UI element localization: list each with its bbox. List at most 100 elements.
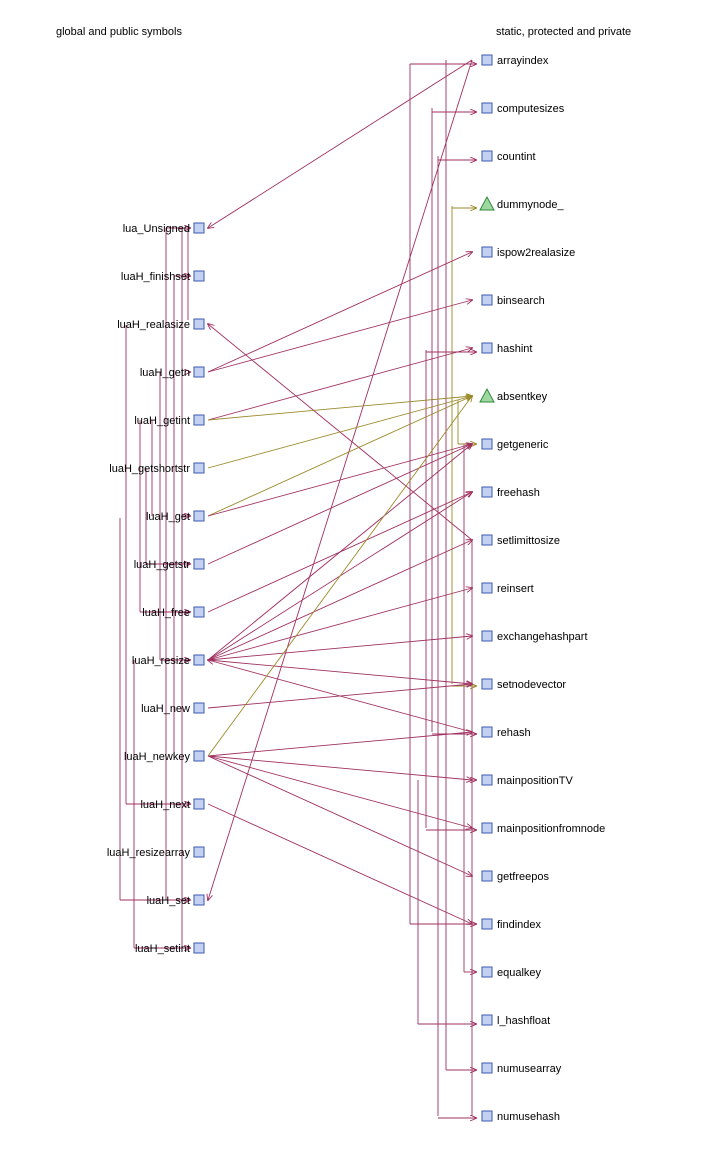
edge-luaH_next-to-findindex: [207, 803, 472, 924]
function-node-icon: [481, 342, 493, 354]
right-node-freehash[interactable]: freehash: [481, 486, 540, 499]
right-node-label: freehash: [497, 487, 540, 499]
right-node-label: numusehash: [497, 1111, 560, 1123]
function-node-icon: [193, 462, 205, 474]
right-node-findindex[interactable]: findindex: [481, 918, 542, 931]
right-node-arrayindex[interactable]: arrayindex: [481, 54, 549, 67]
left-nodes: lua_Unsigned luaH_finishset luaH_realasize…: [107, 222, 205, 955]
function-node-icon: [481, 678, 493, 690]
left-node-luaH_free[interactable]: luaH_free: [142, 606, 205, 619]
edge-luaH_getn-to-ispow2realasize: [207, 252, 472, 373]
function-node-icon: [481, 246, 493, 258]
left-node-luaH_getint[interactable]: luaH_getint: [134, 414, 205, 427]
right-node-reinsert[interactable]: reinsert: [481, 582, 534, 595]
function-node-icon: [193, 942, 205, 954]
left-node-luaH_realasize[interactable]: luaH_realasize: [117, 318, 205, 331]
left-node-luaH_setint[interactable]: luaH_setint: [135, 942, 205, 955]
function-node-icon: [193, 270, 205, 282]
left-node-label: luaH_set: [147, 895, 190, 907]
left-node-luaH_getstr[interactable]: luaH_getstr: [134, 558, 205, 571]
edge-luaH_newkey-to-mainpositionfromnode: [207, 755, 472, 828]
function-node-icon: [193, 414, 205, 426]
right-node-numusehash[interactable]: numusehash: [481, 1110, 560, 1123]
right-node-computesizes[interactable]: computesizes: [481, 102, 565, 115]
right-node-absentkey[interactable]: absentkey: [479, 387, 548, 403]
right-node-label: arrayindex: [497, 55, 549, 67]
left-node-label: luaH_getshortstr: [109, 463, 190, 475]
left-column-header: global and public symbols: [56, 26, 182, 38]
function-node-icon: [481, 774, 493, 786]
right-node-l_hashfloat[interactable]: l_hashfloat: [481, 1014, 550, 1027]
edge-luaH_getstr-to-getgeneric: [207, 444, 472, 565]
right-node-label: computesizes: [497, 103, 565, 115]
function-node-icon: [481, 486, 493, 498]
function-node-icon: [193, 750, 205, 762]
right-node-countint[interactable]: countint: [481, 150, 536, 163]
left-node-luaH_next[interactable]: luaH_next: [140, 798, 205, 811]
edge-luaH_getint-to-hashint: [207, 348, 472, 421]
right-node-label: mainpositionTV: [497, 775, 573, 787]
right-node-label: equalkey: [497, 967, 542, 979]
right-node-setnodevector[interactable]: setnodevector: [481, 678, 566, 691]
left-node-luaH_new[interactable]: luaH_new: [141, 702, 205, 715]
right-node-label: getgeneric: [497, 439, 549, 451]
right-node-label: reinsert: [497, 583, 534, 595]
edge-luaH_get-to-absentkey: [207, 396, 472, 517]
left-node-label: luaH_newkey: [124, 751, 191, 763]
edge-luaH_getshortstr-to-absentkey: [207, 396, 472, 469]
left-node-luaH_resize[interactable]: luaH_resize: [132, 654, 205, 667]
right-node-exchangehashpart[interactable]: exchangehashpart: [481, 630, 588, 643]
function-node-icon: [481, 630, 493, 642]
edge-luaH_resize-to-setlimittosize: [207, 540, 472, 661]
left-node-luaH_resizearray[interactable]: luaH_resizearray: [107, 846, 205, 859]
edge-luaH_resize-to-getgeneric: [207, 444, 472, 661]
edge-luaH_getint-to-absentkey: [207, 396, 472, 421]
left-node-luaH_finishset[interactable]: luaH_finishset: [121, 270, 205, 283]
left-node-luaH_set[interactable]: luaH_set: [147, 894, 205, 907]
function-node-icon: [481, 582, 493, 594]
right-node-mainpositionTV[interactable]: mainpositionTV: [481, 774, 573, 787]
edge-luaH_new-to-setnodevector: [207, 684, 472, 709]
right-node-label: hashint: [497, 343, 532, 355]
right-node-binsearch[interactable]: binsearch: [481, 294, 545, 307]
left-node-lua_Unsigned[interactable]: lua_Unsigned: [123, 222, 205, 235]
function-node-icon: [481, 822, 493, 834]
function-node-icon: [193, 366, 205, 378]
edge-luaH_getn-to-binsearch: [207, 300, 472, 373]
function-node-icon: [481, 534, 493, 546]
function-node-icon: [481, 1062, 493, 1074]
right-node-setlimittosize[interactable]: setlimittosize: [481, 534, 560, 547]
right-node-label: binsearch: [497, 295, 545, 307]
function-node-icon: [481, 726, 493, 738]
right-node-ispow2realasize[interactable]: ispow2realasize: [481, 246, 575, 259]
edge-luaH_resize-to-exchangehashpart: [207, 636, 472, 661]
right-node-label: countint: [497, 151, 536, 163]
right-node-rehash[interactable]: rehash: [481, 726, 531, 739]
edge-luaH_newkey-to-absentkey: [207, 396, 472, 757]
right-node-getgeneric[interactable]: getgeneric: [481, 438, 549, 451]
right-node-equalkey[interactable]: equalkey: [481, 966, 542, 979]
function-node-icon: [481, 1110, 493, 1122]
left-node-label: luaH_free: [142, 607, 190, 619]
left-node-label: luaH_getn: [140, 367, 190, 379]
function-node-icon: [193, 222, 205, 234]
function-node-icon: [481, 1014, 493, 1026]
function-node-icon: [481, 966, 493, 978]
edge-luaH_resize-to-setnodevector: [207, 659, 472, 684]
left-node-label: lua_Unsigned: [123, 223, 190, 235]
function-node-icon: [193, 894, 205, 906]
right-node-label: l_hashfloat: [497, 1015, 550, 1027]
routing-lines: [119, 60, 476, 1118]
left-node-label: luaH_getstr: [134, 559, 191, 571]
right-node-numusearray[interactable]: numusearray: [481, 1062, 562, 1075]
left-node-luaH_get[interactable]: luaH_get: [146, 510, 205, 523]
left-node-luaH_getshortstr[interactable]: luaH_getshortstr: [109, 462, 205, 475]
function-node-icon: [481, 870, 493, 882]
right-node-hashint[interactable]: hashint: [481, 342, 532, 355]
left-node-luaH_newkey[interactable]: luaH_newkey: [124, 750, 205, 763]
function-node-icon: [193, 510, 205, 522]
right-node-dummynode_[interactable]: dummynode_: [479, 195, 565, 211]
right-node-getfreepos[interactable]: getfreepos: [481, 870, 549, 883]
right-node-mainpositionfromnode[interactable]: mainpositionfromnode: [481, 822, 605, 835]
left-node-luaH_getn[interactable]: luaH_getn: [140, 366, 205, 379]
